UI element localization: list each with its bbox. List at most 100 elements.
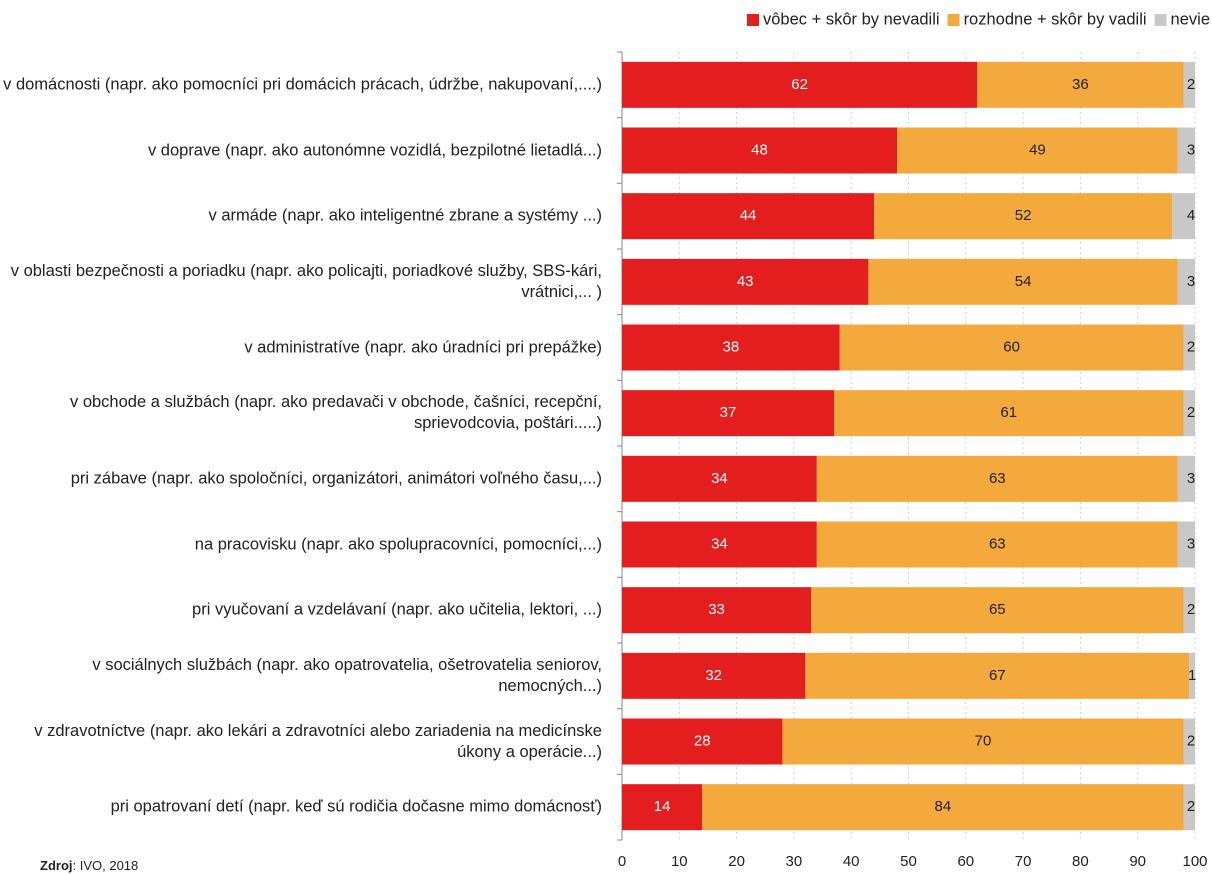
data-label: 2 xyxy=(1187,404,1195,421)
source-label: Zdroj xyxy=(40,858,73,873)
data-label: 2 xyxy=(1187,601,1195,618)
bar-segment xyxy=(1177,258,1195,305)
bar-segment xyxy=(622,127,898,174)
x-tick-label: 60 xyxy=(957,853,974,870)
data-label: 2 xyxy=(1187,798,1195,815)
data-label: 3 xyxy=(1187,470,1195,487)
bar-segment xyxy=(897,127,1178,174)
bar-segment xyxy=(622,258,869,305)
data-label: 60 xyxy=(1003,338,1020,355)
bar-segment xyxy=(805,652,1190,699)
data-label: 54 xyxy=(1015,273,1032,290)
bar-segment xyxy=(977,61,1184,108)
data-label: 48 xyxy=(751,141,768,158)
y-tick-label: v zdravotníctve (napr. ako lekári a zdra… xyxy=(34,721,602,761)
data-label: 49 xyxy=(1029,141,1046,158)
data-label: 62 xyxy=(791,76,808,93)
data-label: 3 xyxy=(1187,535,1195,552)
data-label: 3 xyxy=(1187,273,1195,290)
y-tick-label: na pracovisku (napr. ako spolupracovníci… xyxy=(194,535,602,553)
legend-swatch xyxy=(1154,14,1167,26)
y-tick-label: v oblasti bezpečnosti a poriadku (napr. … xyxy=(10,261,602,301)
data-label: 43 xyxy=(737,273,754,290)
data-label: 70 xyxy=(975,732,992,749)
bar-segment xyxy=(622,652,806,699)
bar-segment xyxy=(622,521,817,568)
y-tick-label: v doprave (napr. ako autonómne vozidlá, … xyxy=(147,141,602,159)
y-tick-label: v obchode a službách (napr. ako predavač… xyxy=(70,393,602,433)
bar-segment xyxy=(1183,718,1195,765)
data-label: 44 xyxy=(740,207,757,224)
x-tick-label: 80 xyxy=(1072,853,1089,870)
data-label: 67 xyxy=(989,667,1006,684)
bar-segment xyxy=(816,455,1178,502)
data-label: 37 xyxy=(720,404,737,421)
x-tick-label: 20 xyxy=(728,853,745,870)
data-label: 34 xyxy=(711,535,728,552)
data-label: 33 xyxy=(708,601,725,618)
y-tick-label: v domácnosti (napr. ako pomocníci pri do… xyxy=(3,75,602,94)
bar-segment xyxy=(1183,587,1195,634)
bar-segment xyxy=(622,587,812,634)
x-tick-label: 100 xyxy=(1182,853,1207,870)
bar-segment xyxy=(1183,324,1195,371)
bar-segment xyxy=(816,521,1178,568)
x-tick-label: 30 xyxy=(786,853,803,870)
y-tick-label: v sociálnych službách (napr. ako opatrov… xyxy=(92,655,602,695)
bar-segment xyxy=(834,390,1184,437)
x-tick-label: 10 xyxy=(671,853,688,870)
legend-label: rozhodne + skôr by vadili xyxy=(964,10,1147,28)
y-tick-label: pri vyučovaní a vzdelávaní (napr. ako uč… xyxy=(192,600,602,619)
legend-swatch xyxy=(747,14,759,26)
x-tick-label: 90 xyxy=(1129,853,1146,870)
legend-label: vôbec + skôr by nevadili xyxy=(763,10,940,28)
bar-segment xyxy=(622,455,817,502)
x-tick-label: 70 xyxy=(1015,853,1032,870)
bar-segment xyxy=(1189,652,1195,699)
data-label: 28 xyxy=(694,732,711,749)
x-tick-label: 40 xyxy=(843,853,860,870)
data-label: 2 xyxy=(1187,732,1195,749)
data-label: 3 xyxy=(1187,141,1195,158)
data-label: 14 xyxy=(654,798,671,815)
data-label: 1 xyxy=(1188,667,1196,684)
bar-segment xyxy=(1177,455,1195,502)
bar-segment xyxy=(622,193,875,240)
bar-segment xyxy=(868,258,1178,305)
data-label: 2 xyxy=(1187,76,1195,93)
bar-segment xyxy=(622,718,783,765)
bar-segment xyxy=(622,324,840,371)
data-label: 34 xyxy=(711,470,728,487)
data-label: 36 xyxy=(1072,76,1089,93)
bar-segment xyxy=(622,784,703,831)
data-label: 38 xyxy=(723,338,740,355)
bar-segment xyxy=(874,193,1173,240)
y-tick-label: pri zábave (napr. ako spoločníci, organi… xyxy=(70,469,602,488)
data-label: 52 xyxy=(1015,207,1032,224)
source-text: : IVO, 2018 xyxy=(72,858,139,873)
y-tick-label: v armáde (napr. ako inteligentné zbrane … xyxy=(208,206,602,225)
y-tick-label: pri opatrovaní detí (napr. keď sú rodiči… xyxy=(110,797,602,816)
data-label: 4 xyxy=(1187,207,1195,224)
bar-segment xyxy=(1177,521,1195,568)
source: Zdroj: IVO, 2018 xyxy=(40,858,138,873)
x-tick-label: 50 xyxy=(900,853,917,870)
data-label: 61 xyxy=(1000,404,1017,421)
data-label: 2 xyxy=(1187,338,1195,355)
bar-segment xyxy=(1183,784,1195,831)
bar-segment xyxy=(782,718,1184,765)
bar-segment xyxy=(1177,127,1195,174)
bar-segment xyxy=(1172,193,1195,240)
bar-segment xyxy=(622,61,978,108)
legend-swatch xyxy=(947,14,960,26)
data-label: 84 xyxy=(935,798,952,815)
legend-label: nevie xyxy=(1171,10,1210,28)
bar-segment xyxy=(811,587,1184,634)
data-label: 63 xyxy=(989,470,1006,487)
x-tick-label: 0 xyxy=(618,853,626,870)
y-tick-label: v administratíve (napr. ako úradníci pri… xyxy=(244,338,602,356)
bar-segment xyxy=(622,390,835,437)
bar-segment xyxy=(1183,390,1195,437)
